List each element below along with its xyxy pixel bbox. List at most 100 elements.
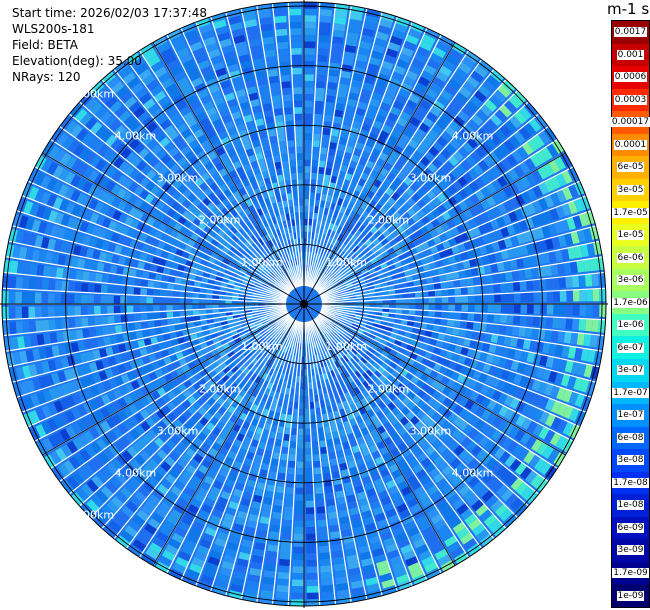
gate-cell [554,344,564,357]
gate-cell [468,180,480,192]
gate-cell [40,158,53,173]
gate-cell [147,517,161,530]
gate-cell [387,353,395,361]
gate-cell [319,373,325,381]
gate-cell [41,292,49,304]
gate-cell [482,470,495,484]
gate-cell [428,82,442,94]
gate-cell [125,463,137,476]
gate-cell [134,63,148,76]
gate-cell [468,427,480,439]
gate-cell [298,435,304,442]
gate-cell [221,392,230,401]
gate-cell [43,333,52,346]
gate-cell [335,576,349,585]
gate-cell [88,362,98,373]
gate-cell [34,306,42,319]
gate-cell [323,108,333,116]
gate-cell [339,228,346,236]
gate-cell [448,120,461,132]
gate-cell [163,333,171,342]
gate-cell [515,414,527,427]
gate-cell [291,186,298,193]
gate-cell [406,217,415,226]
gate-cell [246,370,254,379]
gate-cell [549,432,562,447]
gate-cell [340,372,347,380]
gate-cell [564,232,574,246]
gate-cell [336,212,344,220]
gate-cell [135,358,145,368]
gate-cell [328,268,335,275]
gate-cell [57,463,71,478]
gate-cell [579,304,587,317]
gate-cell [263,212,271,220]
gate-cell [338,332,345,339]
gate-cell [157,72,171,84]
gate-cell [99,177,111,190]
gate-cell [370,329,378,336]
gate-cell [98,348,108,359]
gate-cell [319,545,331,553]
gate-cell [244,274,252,280]
gate-cell [369,234,377,242]
gate-cell [376,107,388,118]
gate-cell [318,346,323,354]
gate-cell [107,152,119,166]
gate-cell [122,237,132,248]
gate-cell [157,96,170,108]
gate-cell [473,89,487,103]
gate-cell [254,70,266,80]
gate-cell [367,242,375,250]
gate-cell [79,92,94,107]
gate-cell [44,251,54,264]
gate-cell [399,508,412,519]
gate-cell [48,319,56,331]
gate-cell [356,304,364,307]
gate-cell [491,479,504,493]
gate-cell [350,235,358,243]
gate-cell [277,55,289,63]
gate-cell [22,365,32,379]
gate-cell [202,123,213,134]
gate-cell [265,557,278,566]
gate-cell [352,255,360,263]
gate-cell [202,383,212,392]
gate-cell [497,142,510,156]
gate-cell [304,402,310,409]
gate-cell [91,140,104,154]
gate-cell [317,246,322,254]
gate-cell [360,34,373,44]
gate-cell [507,210,518,222]
gate-cell [467,167,479,179]
gate-cell [210,333,219,340]
gate-cell [59,398,71,411]
gate-cell [326,498,336,507]
gate-cell [348,18,362,28]
gate-cell [471,132,483,145]
gate-cell [304,67,315,75]
gate-cell [130,380,141,391]
gate-cell [369,126,380,136]
gate-cell [105,481,119,495]
gate-cell [268,353,275,361]
gate-cell [350,5,364,15]
gate-cell [384,345,392,353]
gate-cell [354,229,362,238]
gate-cell [391,369,400,378]
gate-cell [480,384,490,395]
gate-cell [70,189,81,203]
gate-cell [240,347,248,354]
gate-cell [89,155,101,169]
gate-cell [207,379,217,388]
gate-cell [277,336,283,343]
gate-cell [266,275,274,281]
gate-cell [372,404,382,414]
gate-cell [247,363,255,371]
gate-cell [344,324,351,330]
gate-cell [187,71,201,82]
gate-cell [106,404,117,416]
gate-cell [328,349,334,357]
gate-cell [342,400,350,408]
gate-cell [153,312,161,320]
